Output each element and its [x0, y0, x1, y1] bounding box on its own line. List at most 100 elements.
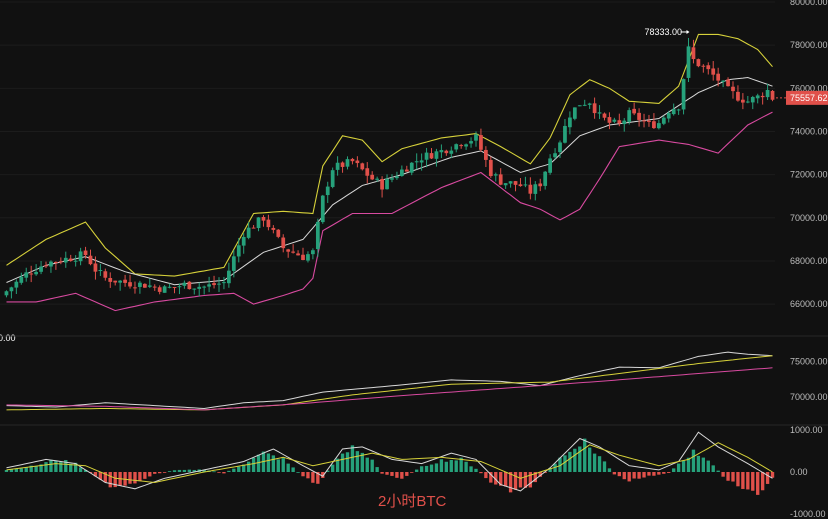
- candlestick: [98, 263, 103, 276]
- candlestick: [177, 283, 182, 295]
- price-panel[interactable]: 80000.00 78000.00 76000.00 74000.00 72000.00…: [0, 0, 828, 343]
- macd-histogram-bar: [617, 472, 621, 477]
- candlestick: [34, 264, 38, 276]
- macd-histogram-bar: [177, 469, 182, 472]
- macd-histogram-bar: [518, 472, 523, 488]
- macd-histogram-bar: [355, 451, 360, 472]
- candlestick: [306, 251, 310, 263]
- macd-histogram-bar: [686, 457, 691, 472]
- candlestick: [612, 117, 617, 124]
- macd-histogram-bar: [246, 461, 251, 472]
- candlestick: [54, 261, 58, 270]
- macd-histogram-bar: [350, 445, 355, 472]
- high-price-annotation: 78333.00: [645, 27, 683, 37]
- macd-histogram-bar: [242, 464, 246, 472]
- macd-histogram-bar: [143, 472, 147, 479]
- macd-histogram-bar: [558, 457, 562, 472]
- candlestick: [587, 102, 592, 109]
- macd-histogram-bar: [400, 472, 404, 479]
- macd-histogram-bar: [716, 470, 720, 472]
- moving-averages-panel[interactable]: 75000.00 70000.00: [6, 351, 828, 411]
- candlestick: [227, 262, 231, 288]
- macd-histogram-bar: [612, 472, 617, 475]
- candlestick: [597, 105, 602, 120]
- macd-histogram-bar: [538, 472, 542, 477]
- macd-histogram-bar: [108, 472, 112, 488]
- candlestick: [241, 233, 246, 254]
- candlestick: [572, 107, 577, 121]
- macd-histogram-bar: [474, 468, 478, 472]
- candlestick: [493, 172, 498, 182]
- macd-axis-tick-label: 1000.00: [790, 425, 823, 435]
- macd-histogram-bar: [93, 472, 98, 477]
- macd-histogram-bar: [602, 461, 607, 472]
- candlestick: [271, 225, 276, 234]
- macd-histogram-bar: [647, 472, 651, 476]
- macd-panel[interactable]: 1000.00 0.00 -1000.00: [4, 425, 826, 519]
- candlestick: [222, 276, 226, 290]
- candlestick: [691, 39, 696, 64]
- macd-histogram-bar: [266, 453, 271, 472]
- macd-histogram-bar: [696, 455, 701, 472]
- candlestick: [182, 280, 187, 289]
- macd-histogram-bar: [390, 472, 394, 476]
- candlestick: [256, 217, 261, 232]
- macd-histogram-bar: [251, 457, 256, 472]
- macd-histogram-bar: [73, 462, 78, 472]
- candlestick: [770, 89, 775, 102]
- macd-histogram-bar: [296, 472, 300, 473]
- candlestick: [701, 64, 706, 73]
- candlestick: [236, 238, 241, 263]
- macd-histogram-bar: [39, 464, 43, 472]
- macd-histogram-bar: [741, 472, 745, 489]
- macd-histogram-bar: [642, 472, 646, 478]
- chart-watermark: 2小时BTC: [378, 493, 447, 510]
- macd-histogram-bar: [681, 460, 686, 472]
- candlestick: [533, 181, 538, 201]
- macd-histogram-bar: [340, 453, 345, 472]
- candlestick: [607, 112, 612, 130]
- candlestick: [642, 113, 646, 128]
- ma-axis-tick-label: 70000.00: [790, 392, 828, 402]
- candlestick: [113, 280, 118, 286]
- candlestick: [231, 250, 236, 278]
- candlestick: [538, 178, 543, 192]
- macd-histogram-bar: [444, 461, 449, 472]
- candlestick: [671, 103, 676, 116]
- candlestick: [454, 143, 459, 153]
- macd-histogram-bar: [731, 472, 735, 482]
- price-axis-tick-label: 74000.00: [790, 126, 828, 136]
- candlestick: [365, 162, 370, 184]
- candlestick: [686, 37, 691, 83]
- price-axis-tick-label: 68000.00: [790, 256, 828, 266]
- candlestick: [582, 99, 587, 107]
- macd-histogram-bar: [217, 472, 221, 473]
- macd-histogram-bar: [212, 471, 216, 473]
- macd-histogram-bar: [479, 472, 483, 474]
- candlestick: [656, 120, 661, 130]
- macd-histogram-bar: [19, 468, 23, 472]
- macd-histogram-bar: [573, 448, 577, 472]
- macd-histogram-bar: [543, 472, 547, 473]
- macd-histogram-bar: [370, 459, 374, 472]
- macd-histogram-bar: [375, 467, 379, 472]
- candlestick: [157, 285, 162, 295]
- candlestick: [617, 113, 622, 127]
- macd-histogram-bar: [607, 468, 612, 472]
- price-axis-tick-label: 78000.00: [790, 40, 828, 50]
- macd-histogram-bar: [14, 468, 19, 472]
- candlestick: [197, 282, 202, 297]
- candlestick: [246, 222, 251, 240]
- macd-histogram-bar: [128, 472, 132, 484]
- macd-histogram-bar: [676, 463, 681, 472]
- macd-histogram-bar: [464, 461, 468, 472]
- candlestick: [167, 283, 172, 289]
- candlestick: [128, 274, 132, 289]
- macd-histogram-bar: [316, 472, 320, 484]
- macd-histogram-bar: [335, 458, 340, 472]
- candlestick: [251, 225, 256, 229]
- candlestick: [296, 250, 300, 256]
- macd-histogram-bar: [326, 470, 330, 472]
- candlestick: [261, 215, 266, 227]
